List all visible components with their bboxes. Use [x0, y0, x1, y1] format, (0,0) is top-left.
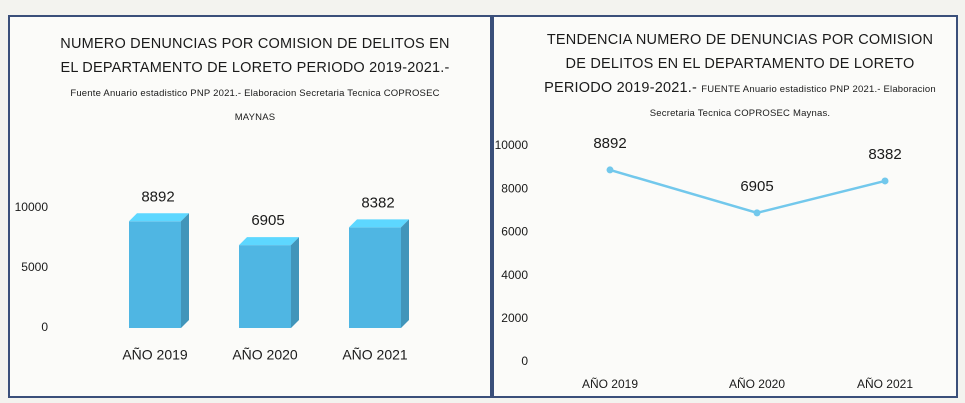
- x-tick-label: AÑO 2020: [232, 347, 298, 363]
- x-tick-label: AÑO 2019: [582, 377, 638, 391]
- point: [606, 166, 614, 174]
- x-tick-label: AÑO 2021: [342, 347, 408, 363]
- point: [881, 177, 889, 185]
- data-label: 8892: [141, 188, 174, 205]
- chart-subtitle: Fuente Anuario estadistico PNP 2021.- El…: [70, 88, 440, 123]
- x-tick-label: AÑO 2020: [729, 377, 785, 391]
- y-tick-label: 0: [521, 354, 528, 368]
- data-label: 6905: [251, 212, 284, 229]
- line-panel: [492, 15, 958, 398]
- chart-title-box: TENDENCIA NUMERO DE DENUNCIAS POR COMISI…: [540, 28, 940, 124]
- y-tick-label: 6000: [501, 225, 528, 239]
- bar-top: [129, 213, 189, 222]
- bar-side: [401, 219, 409, 328]
- bar: [349, 227, 401, 328]
- x-tick-label: AÑO 2019: [122, 347, 188, 363]
- chart-title-box: NUMERO DENUNCIAS POR COMISION DE DELITOS…: [60, 32, 450, 128]
- bar: [129, 221, 181, 328]
- y-tick-label: 0: [41, 320, 48, 334]
- bar-side: [181, 213, 189, 328]
- y-tick-label: 2000: [501, 311, 528, 325]
- x-tick-label: AÑO 2021: [857, 377, 913, 391]
- chart-title: NUMERO DENUNCIAS POR COMISION DE DELITOS…: [60, 36, 450, 76]
- y-tick-label: 10000: [15, 200, 49, 214]
- y-tick-label: 8000: [501, 181, 528, 195]
- bar-top: [239, 237, 299, 246]
- y-tick-label: 10000: [495, 138, 529, 152]
- data-label: 8892: [593, 135, 626, 152]
- data-label: 8382: [361, 194, 394, 211]
- y-tick-label: 4000: [501, 268, 528, 282]
- y-tick-label: 5000: [21, 260, 48, 274]
- bar: [239, 245, 291, 328]
- bar-panel: [8, 15, 492, 398]
- data-label: 8382: [868, 146, 901, 163]
- chart-subtitle: FUENTE Anuario estadistico PNP 2021.- El…: [649, 84, 936, 119]
- point: [753, 209, 761, 217]
- bar-side: [291, 237, 299, 328]
- bar-top: [349, 219, 409, 228]
- data-label: 6905: [740, 178, 773, 195]
- chart-title: TENDENCIA NUMERO DE DENUNCIAS POR COMISI…: [544, 32, 934, 96]
